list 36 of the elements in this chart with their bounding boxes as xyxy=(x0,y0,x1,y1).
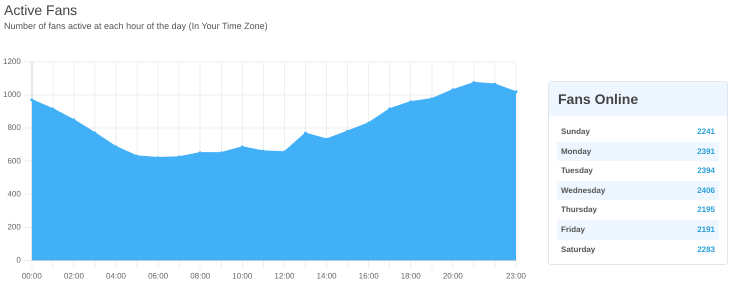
chart-subtitle: Number of fans active at each hour of the day (In Your Time Zone) xyxy=(4,21,268,31)
category-label: Monday xyxy=(561,146,592,158)
x-tick-label: 14:00 xyxy=(316,271,338,280)
category-label: Saturday xyxy=(561,244,596,256)
x-tick-label: 16:00 xyxy=(358,271,380,280)
x-tick-label: 23:00 xyxy=(506,271,527,280)
y-tick-label: 400 xyxy=(7,189,22,198)
category-label: Friday xyxy=(561,224,586,236)
x-tick-label: 12:00 xyxy=(274,271,295,280)
x-tick-label: 00:00 xyxy=(22,271,42,280)
x-tick-label: 18:00 xyxy=(400,271,422,280)
chart-title: Active Fans xyxy=(4,2,78,18)
x-tick-label: 10:00 xyxy=(232,271,253,280)
x-tick-label: 06:00 xyxy=(148,271,169,280)
y-tick-label: 0 xyxy=(16,256,22,265)
y-tick-label: 1200 xyxy=(3,57,22,66)
data-label: 2191 xyxy=(697,224,715,236)
category-label: Wednesday xyxy=(561,184,606,197)
data-label: 2394 xyxy=(697,165,715,178)
category-label: Sunday xyxy=(561,126,590,138)
data-label: 2283 xyxy=(697,244,715,256)
x-tick-label: 20:00 xyxy=(442,271,464,280)
x-tick-label: 04:00 xyxy=(106,271,127,280)
data-label: 2391 xyxy=(697,146,715,158)
x-tick-label: 02:00 xyxy=(64,271,84,280)
category-label: Tuesday xyxy=(561,165,593,178)
y-tick-label: 1000 xyxy=(3,90,22,100)
category-label: Thursday xyxy=(561,204,598,216)
y-tick-label: 200 xyxy=(7,222,22,232)
data-label: 2406 xyxy=(697,184,715,197)
data-label: 2195 xyxy=(697,204,715,216)
data-label: 2241 xyxy=(697,126,715,138)
x-tick-label: 08:00 xyxy=(190,271,211,280)
text: Fans Online xyxy=(549,82,727,116)
y-tick-label: 600 xyxy=(7,156,22,166)
y-tick-label: 800 xyxy=(7,123,22,132)
